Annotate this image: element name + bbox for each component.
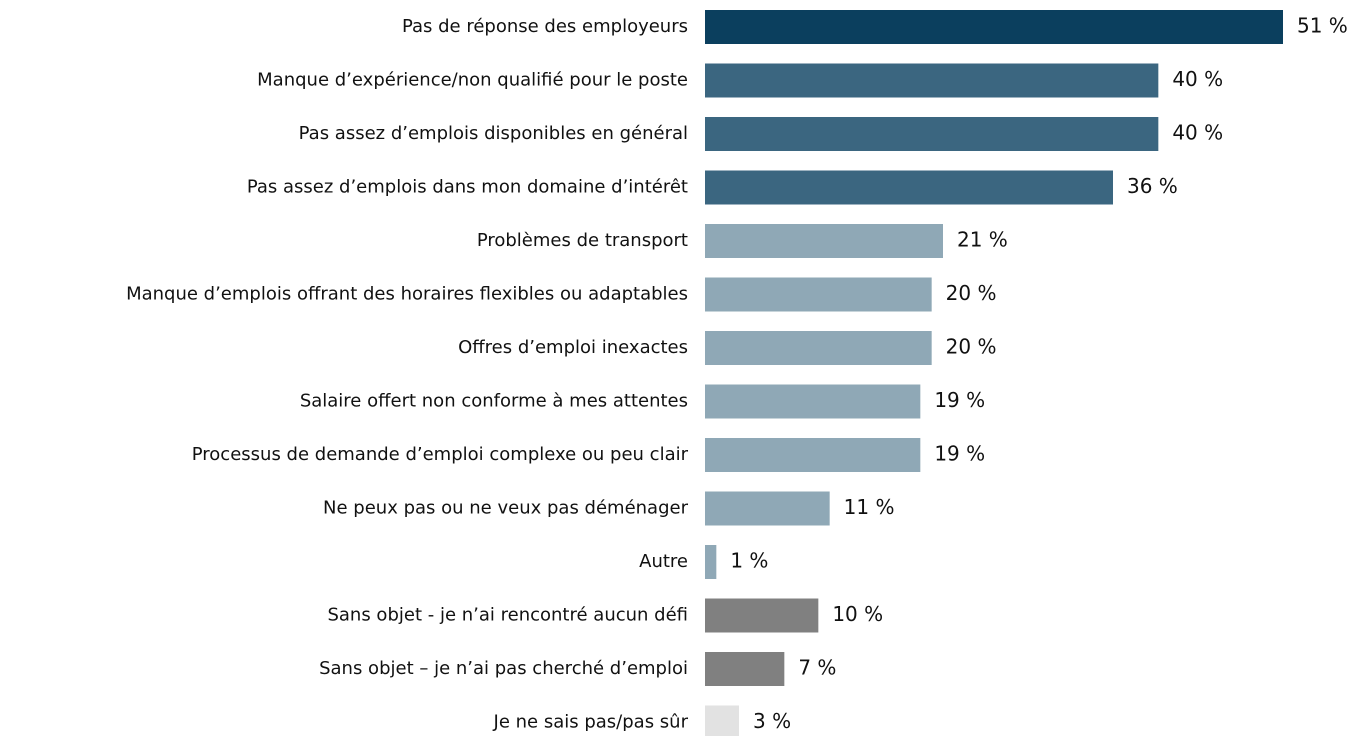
- category-label: Offres d’emploi inexactes: [458, 337, 688, 358]
- bar: [705, 491, 830, 526]
- category-label: Manque d’expérience/non qualifié pour le…: [257, 70, 688, 91]
- value-label: 20 %: [946, 281, 997, 305]
- category-label: Sans objet – je n’ai pas cherché d’emplo…: [319, 658, 688, 679]
- category-label: Je ne sais pas/pas sûr: [493, 712, 689, 733]
- bar: [705, 63, 1159, 98]
- bar: [705, 652, 785, 686]
- category-label: Manque d’emplois offrant des horaires fl…: [126, 284, 688, 305]
- value-label: 7 %: [798, 656, 836, 680]
- category-label: Ne peux pas ou ne veux pas déménager: [323, 498, 689, 519]
- bar: [705, 10, 1283, 44]
- bar: [705, 170, 1113, 205]
- value-label: 20 %: [946, 335, 997, 359]
- category-label: Sans objet - je n’ai rencontré aucun déf…: [327, 605, 688, 626]
- value-label: 51 %: [1297, 14, 1348, 38]
- value-label: 19 %: [934, 442, 985, 466]
- bar: [705, 438, 921, 472]
- bar: [705, 384, 921, 419]
- value-label: 40 %: [1172, 121, 1223, 145]
- category-label: Salaire offert non conforme à mes attent…: [300, 391, 688, 412]
- bar: [705, 705, 739, 736]
- value-label: 3 %: [753, 709, 791, 733]
- bar: [705, 598, 819, 633]
- bar: [705, 224, 943, 258]
- bar: [705, 545, 717, 579]
- value-label: 21 %: [957, 228, 1008, 252]
- bar: [705, 117, 1159, 151]
- value-label: 40 %: [1172, 67, 1223, 91]
- category-label: Pas de réponse des employeurs: [402, 16, 688, 37]
- bar: [705, 331, 932, 365]
- value-label: 1 %: [730, 549, 768, 573]
- category-label: Processus de demande d’emploi complexe o…: [192, 444, 689, 465]
- bar: [705, 277, 932, 312]
- value-label: 19 %: [934, 388, 985, 412]
- category-label: Autre: [639, 551, 688, 572]
- category-label: Problèmes de transport: [477, 230, 688, 251]
- value-label: 36 %: [1127, 174, 1178, 198]
- category-label: Pas assez d’emplois disponibles en génér…: [299, 123, 688, 144]
- value-label: 11 %: [844, 495, 895, 519]
- category-label: Pas assez d’emplois dans mon domaine d’i…: [247, 177, 688, 198]
- value-label: 10 %: [832, 602, 883, 626]
